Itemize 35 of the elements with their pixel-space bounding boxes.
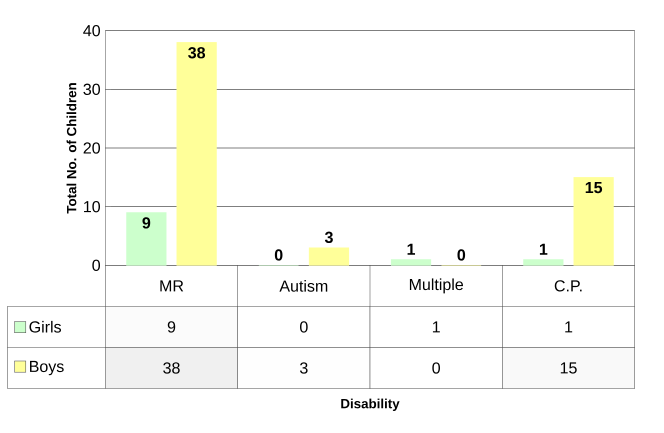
- bar: [176, 42, 217, 266]
- data-label: 1: [408, 244, 416, 255]
- y-tick-label: 0: [92, 260, 100, 271]
- y-tick-label: 40: [83, 24, 100, 36]
- data-label: 1: [540, 244, 548, 255]
- data-label: 0: [457, 249, 466, 260]
- data-label: 38: [188, 46, 206, 58]
- data-label: 38: [163, 362, 180, 374]
- y-tick-label: 20: [84, 142, 100, 154]
- x-tick-label: MR: [160, 280, 184, 292]
- data-label: 0: [300, 321, 308, 332]
- data-label: 1: [565, 321, 572, 332]
- data-label: 0: [274, 249, 282, 260]
- bar: [390, 259, 432, 266]
- y-tick-label: 10: [84, 200, 100, 212]
- bar: [523, 259, 564, 266]
- legend-label: Boys: [30, 360, 64, 376]
- bar: [126, 212, 166, 266]
- data-label: 15: [586, 182, 602, 194]
- data-label: 0: [432, 362, 440, 374]
- data-label: 3: [324, 232, 333, 243]
- x-tick-label: Autism: [279, 280, 328, 292]
- data-label: 15: [560, 362, 577, 374]
- x-axis-title: Disability: [341, 398, 400, 411]
- data-label: 9: [168, 321, 176, 332]
- legend-label: Girls: [30, 320, 62, 332]
- bar: [574, 176, 614, 266]
- x-tick-label: Multiple: [410, 278, 463, 294]
- y-axis-title: Total No. of Children: [66, 83, 76, 214]
- y-tick-label: 30: [83, 84, 100, 95]
- data-label: 9: [142, 217, 150, 228]
- data-label: 3: [300, 362, 308, 374]
- bar: [308, 247, 350, 266]
- x-tick-label: C.P.: [554, 280, 582, 292]
- data-label: 1: [432, 321, 440, 332]
